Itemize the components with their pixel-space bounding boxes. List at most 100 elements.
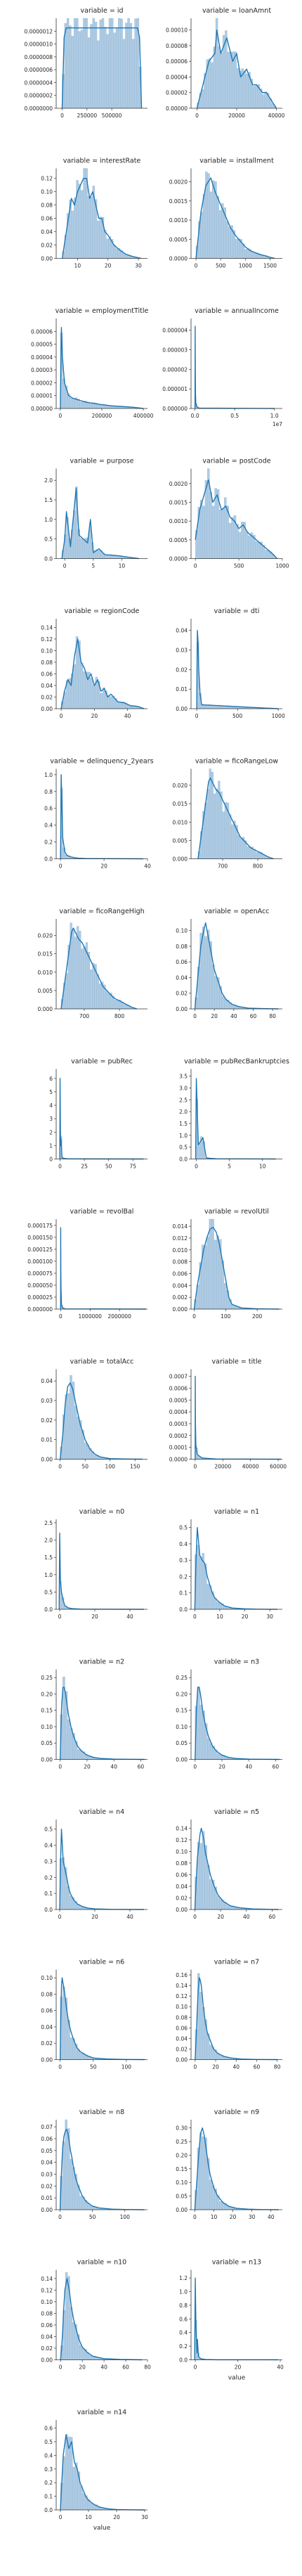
y-tick-label: 0.06 xyxy=(41,2008,53,2014)
y-tick-label: 0.04 xyxy=(41,2024,53,2030)
y-tick-label: 5 xyxy=(49,1089,53,1095)
x-tick-label: 20 xyxy=(242,1614,249,1620)
y-tick-label: 0.0000 xyxy=(169,556,188,562)
y-tick-label: 0.0 xyxy=(44,2507,53,2513)
histogram-bar xyxy=(255,84,258,109)
x-tick-label: 40 xyxy=(100,2364,107,2371)
x-tick-label: 20 xyxy=(113,2514,120,2520)
y-tick-label: 0.015 xyxy=(38,951,53,958)
kde-line xyxy=(194,1526,277,1610)
histogram-bar xyxy=(97,40,100,109)
histogram-bar xyxy=(106,238,109,259)
y-tick-label: 0.00 xyxy=(176,2207,188,2213)
histogram-bar xyxy=(81,948,84,1010)
x-tick-label: 0 xyxy=(193,1764,197,1770)
y-tick-label: 1.0 xyxy=(44,517,53,523)
y-tick-label: 0.08 xyxy=(41,1991,53,1997)
x-tick-label: 40000 xyxy=(268,112,285,119)
y-tick-label: 0.0001 xyxy=(169,1445,188,1451)
histogram-bar xyxy=(85,18,88,109)
x-tick-label: 0.0 xyxy=(191,413,199,419)
histogram-bar xyxy=(256,852,258,859)
x-tick-label: 400000 xyxy=(133,413,154,419)
y-tick-label: 0.000025 xyxy=(27,1294,53,1301)
y-tick-label: 0.10 xyxy=(176,1724,188,1730)
y-tick-label: 0.000002 xyxy=(162,366,188,373)
histogram-bar xyxy=(206,1583,209,1610)
y-tick-label: 0.25 xyxy=(41,1675,53,1681)
y-tick-label: 0.00002 xyxy=(166,90,188,96)
histogram-bar xyxy=(104,230,107,259)
kde-line xyxy=(59,1829,145,1910)
y-tick-label: 0.06 xyxy=(176,959,188,965)
histogram-bar xyxy=(201,89,204,109)
y-tick-label: 0.00 xyxy=(41,2057,53,2063)
y-tick-label: 0.00 xyxy=(41,1457,53,1463)
kde-line xyxy=(58,1532,145,1610)
x-tick-label: 1.0 xyxy=(270,413,279,419)
kde-line xyxy=(61,27,143,109)
facet-panel: variable = openAcc 0.00 0.02 0.04 0.06 0.08 0.… xyxy=(176,908,282,1019)
y-tick-label: 0.0000 xyxy=(169,1457,188,1463)
y-tick-label: 0.4 xyxy=(179,1541,188,1547)
x-tick-label: 0 xyxy=(193,1013,197,1019)
histogram-bar xyxy=(236,68,239,109)
y-tick-label: 0.02 xyxy=(41,2183,53,2189)
histogram-bar xyxy=(262,94,265,109)
histogram-bar xyxy=(84,1442,87,1460)
histogram-bar xyxy=(206,789,209,859)
y-tick-label: 0.00004 xyxy=(166,74,188,80)
y-tick-label: 0.000175 xyxy=(27,1223,53,1229)
x-tick-label: 0 xyxy=(58,1914,62,1920)
histogram-bar xyxy=(229,814,232,859)
x-tick-label: 60000 xyxy=(270,1464,287,1470)
y-tick-label: 0.000075 xyxy=(27,1270,53,1277)
y-tick-label: 0.4 xyxy=(44,823,53,829)
histogram-bar xyxy=(211,62,214,109)
histogram-bar xyxy=(234,51,237,109)
y-tick-label: 0.1 xyxy=(44,2494,53,2500)
facet-panel: variable = n2 0.00 0.05 0.10 0.15 0.20 0.25 0 20… xyxy=(41,1659,147,1770)
y-tick-label: 0.000003 xyxy=(162,347,188,354)
y-tick-label: 2.5 xyxy=(179,1097,188,1103)
y-tick-label: 0.04 xyxy=(176,974,188,981)
y-tick-label: 0.012 xyxy=(173,1235,188,1242)
y-tick-label: 0.2 xyxy=(44,1874,53,1881)
y-tick-label: 0.04 xyxy=(176,628,188,634)
y-tick-label: 0.0000012 xyxy=(24,28,53,34)
x-tick-label: 100 xyxy=(120,2214,131,2220)
y-tick-label: 0.000000 xyxy=(27,1306,53,1313)
histogram-bar xyxy=(99,19,102,109)
y-tick-label: 0.005 xyxy=(173,837,188,844)
histogram-bar xyxy=(79,538,83,559)
y-tick-label: 0.07 xyxy=(41,2124,53,2130)
histogram-bar xyxy=(199,2132,202,2210)
y-tick-label: 2 xyxy=(49,1129,53,1135)
y-tick-label: 0.0000 xyxy=(169,256,188,262)
x-tick-label: 0 xyxy=(195,713,199,719)
x-tick-label: 80 xyxy=(269,1013,276,1019)
y-tick-label: 0.5 xyxy=(44,536,53,543)
x-tick-label: 0 xyxy=(194,1464,197,1470)
histogram-bar xyxy=(97,221,100,259)
x-tick-label: 30 xyxy=(141,2514,148,2520)
y-tick-label: 0.00 xyxy=(176,706,188,712)
y-tick-label: 0.06 xyxy=(176,1872,188,1878)
histogram-bar xyxy=(98,983,102,1010)
x-tick-label: 0 xyxy=(193,2214,197,2220)
y-tick-label: 0.04 xyxy=(41,2160,53,2166)
y-tick-label: 0.00002 xyxy=(31,380,53,386)
y-tick-label: 0.1 xyxy=(179,1590,188,1597)
panel-title: variable = employmentTitle xyxy=(55,307,149,315)
kde-line xyxy=(196,30,277,109)
panel-title: variable = postCode xyxy=(202,458,270,465)
x-tick-label: 250000 xyxy=(77,112,97,119)
histogram-bar xyxy=(209,1879,212,1910)
histogram-bar xyxy=(106,34,109,109)
panel-title: variable = n9 xyxy=(214,2108,259,2116)
histogram-bar xyxy=(222,811,225,859)
facet-panel: variable = employmentTitle 0.00000 0.00001… xyxy=(31,307,154,419)
x-tick-label: 100 xyxy=(122,2064,132,2071)
y-tick-label: 0.000000 xyxy=(162,406,188,412)
panel-title: variable = pubRecBankruptcies xyxy=(184,1058,289,1066)
